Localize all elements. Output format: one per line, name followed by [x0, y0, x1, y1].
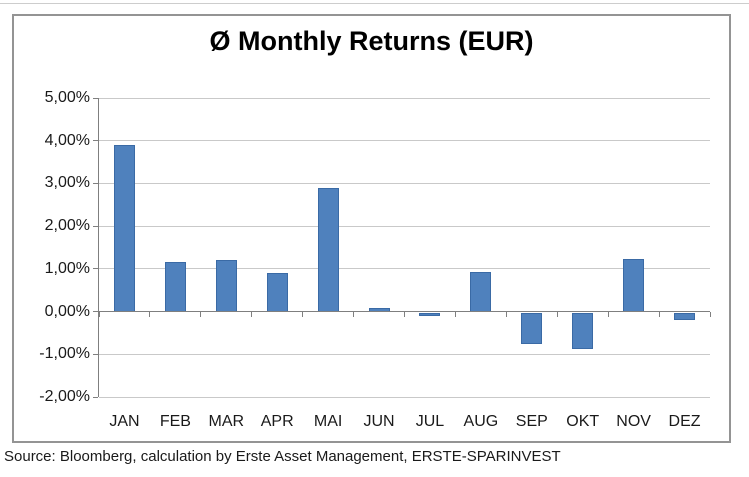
y-tick-label-1: 1,00% — [44, 259, 90, 277]
x-tick-label-sep: SEP — [515, 413, 548, 430]
gridline-4 — [99, 140, 710, 142]
x-axis-tick — [149, 311, 151, 317]
x-tick-label-apr: APR — [260, 413, 294, 430]
bar-jan — [113, 144, 135, 312]
x-tick-label-jul: JUL — [415, 413, 445, 430]
bar-mai — [317, 187, 339, 312]
bar-dez — [674, 312, 696, 320]
x-axis-tick — [709, 311, 711, 317]
y-axis-tick — [93, 225, 98, 227]
y-tick-label-2: 2,00% — [44, 217, 90, 235]
x-axis-tick — [200, 311, 202, 317]
x-axis-labels: JAN FEB MAR APR MAI JUN JUL AUG SEP OKT NOV DEZ — [99, 411, 710, 433]
x-axis-tick — [251, 311, 253, 317]
gridline--1 — [99, 353, 710, 355]
x-tick-label-okt: OKT — [566, 413, 600, 430]
bar-apr — [266, 273, 288, 312]
x-tick-label-feb: FEB — [159, 413, 191, 430]
gridline--2 — [99, 396, 710, 398]
y-axis-line — [98, 98, 99, 397]
y-tick-label-5: 5,00% — [44, 89, 90, 106]
x-axis-tick — [353, 311, 355, 317]
gridline-3 — [99, 182, 710, 184]
x-tick-label-mai: MAI — [313, 413, 343, 430]
x-axis-tick — [98, 311, 100, 317]
y-axis-tick — [93, 311, 98, 313]
gridline-5 — [99, 97, 710, 99]
x-axis-tick — [607, 311, 609, 317]
y-axis-tick — [93, 140, 98, 142]
y-axis-tick — [93, 268, 98, 270]
bar-sep — [521, 312, 543, 345]
x-axis-tick — [505, 311, 507, 317]
y-axis-tick — [93, 182, 98, 184]
bar-jun — [368, 308, 390, 312]
x-tick-label-jun: JUN — [363, 413, 395, 430]
top-divider-line — [0, 3, 749, 4]
y-tick-label-3: 3,00% — [44, 174, 90, 192]
x-axis-tick — [658, 311, 660, 317]
bar-feb — [164, 262, 186, 312]
y-tick-label-0: 0,00% — [44, 302, 90, 320]
y-axis-tick — [93, 353, 98, 355]
y-axis-labels: 5,00% 4,00% 3,00% 2,00% 1,00% 0,00% -1,00% -2,0… — [14, 89, 90, 405]
bar-nov — [623, 258, 645, 312]
x-tick-label-nov: NOV — [616, 413, 651, 430]
gridline-2 — [99, 225, 710, 227]
bar-jul — [419, 312, 441, 316]
y-axis-tick — [93, 97, 98, 99]
x-tick-label-jan: JAN — [109, 413, 140, 430]
bar-aug — [470, 271, 492, 312]
x-axis-tick — [302, 311, 304, 317]
x-axis-tick — [404, 311, 405, 317]
y-axis-tick — [93, 396, 98, 398]
x-tick-label-mar: MAR — [208, 413, 245, 430]
x-tick-label-aug: AUG — [463, 413, 499, 430]
x-tick-label-dez: DEZ — [668, 413, 701, 430]
x-axis-tick — [454, 311, 456, 317]
gridline-1 — [99, 268, 710, 270]
source-caption: Source: Bloomberg, calculation by Erste … — [4, 448, 561, 465]
chart-frame: Ø Monthly Returns (EUR) 5,00% 4,00% 3,00% 2… — [12, 14, 731, 443]
bar-okt — [572, 312, 594, 349]
x-axis-tick — [556, 311, 558, 317]
chart-title: Ø Monthly Returns (EUR) — [209, 26, 534, 56]
bar-mar — [215, 260, 237, 312]
y-tick-label-4: 4,00% — [44, 131, 90, 149]
y-tick-label--2: -2,00% — [39, 388, 90, 405]
y-tick-label--1: -1,00% — [39, 345, 90, 363]
plot-area — [93, 97, 711, 398]
